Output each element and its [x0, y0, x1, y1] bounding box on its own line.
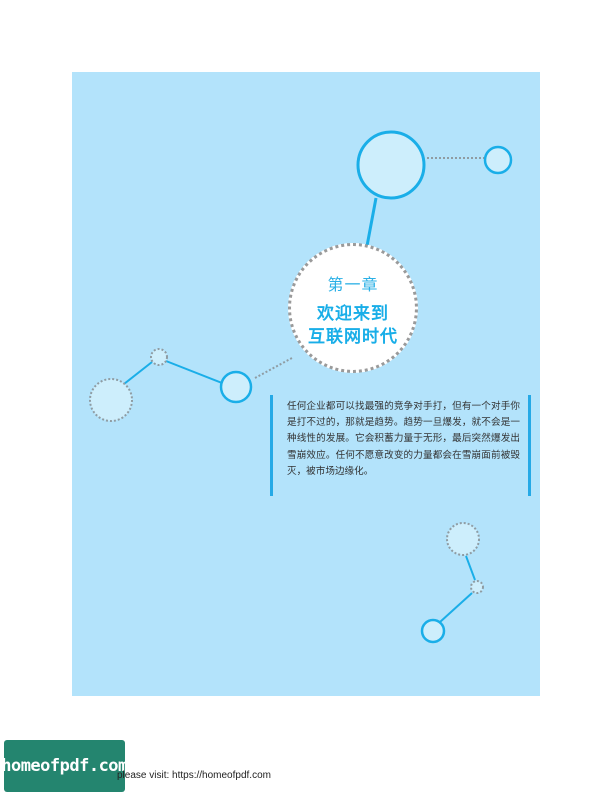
footer-note: please visit: https://homeofpdf.com	[117, 770, 271, 781]
chapter-number: 第一章	[327, 275, 379, 294]
chapter-title-line1: 欢迎来到	[317, 304, 389, 324]
footer-link[interactable]: https://homeofpdf.com	[172, 770, 271, 781]
chapter-title: 欢迎来到 互联网时代	[308, 303, 398, 349]
footer-prefix: please visit:	[117, 770, 173, 781]
chapter-intro: 任何企业都可以找最强的竞争对手打，但有一个对手你是打不过的，那就是趋势。趋势一旦…	[270, 395, 531, 496]
page-panel	[72, 72, 540, 696]
intro-paragraph: 任何企业都可以找最强的竞争对手打，但有一个对手你是打不过的，那就是趋势。趋势一旦…	[287, 401, 520, 477]
chapter-badge: 第一章 欢迎来到 互联网时代	[288, 243, 418, 373]
chapter-title-line2: 互联网时代	[308, 327, 398, 347]
site-logo[interactable]: homeofpdf.com	[1, 740, 128, 792]
